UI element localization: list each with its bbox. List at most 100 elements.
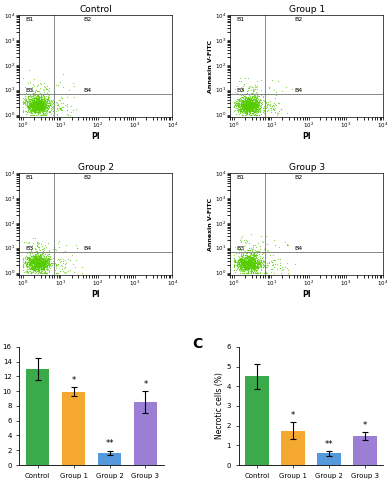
Point	[285, 268, 291, 276]
Text: B2: B2	[84, 17, 92, 22]
Point	[241, 102, 247, 110]
Point	[31, 104, 38, 112]
Point	[265, 84, 272, 92]
Point	[38, 98, 44, 106]
Point	[52, 266, 58, 274]
Point	[244, 94, 250, 102]
Point	[36, 242, 42, 250]
Point	[243, 98, 250, 106]
Point	[50, 258, 56, 266]
Point	[31, 96, 37, 104]
Point	[30, 96, 36, 104]
Point	[35, 106, 41, 114]
Point	[42, 101, 48, 109]
Point	[36, 258, 43, 266]
Point	[248, 258, 254, 266]
Point	[239, 108, 245, 116]
Point	[36, 100, 43, 108]
Point	[43, 100, 49, 108]
Point	[242, 263, 248, 271]
Point	[246, 264, 252, 272]
Point	[36, 262, 42, 270]
Point	[31, 91, 37, 99]
Point	[242, 260, 248, 268]
Point	[36, 264, 42, 272]
Point	[36, 254, 42, 262]
Point	[251, 249, 257, 257]
Point	[275, 99, 281, 107]
Point	[240, 263, 246, 271]
Point	[248, 258, 254, 266]
Point	[242, 252, 248, 260]
Point	[62, 268, 68, 276]
Point	[34, 104, 41, 112]
Point	[235, 108, 241, 116]
Point	[241, 260, 247, 268]
Point	[236, 259, 242, 267]
Point	[277, 254, 283, 262]
Point	[20, 74, 26, 82]
Point	[24, 96, 31, 104]
Point	[36, 104, 42, 112]
Point	[38, 254, 44, 262]
Point	[236, 110, 242, 118]
Point	[248, 102, 254, 110]
Point	[53, 98, 59, 106]
Point	[41, 262, 48, 270]
Point	[249, 103, 255, 111]
Point	[31, 100, 38, 108]
Point	[250, 250, 257, 258]
Point	[241, 258, 247, 266]
Point	[38, 99, 45, 107]
Point	[25, 254, 31, 262]
Point	[239, 252, 245, 260]
Point	[235, 106, 241, 114]
Point	[252, 106, 259, 114]
Point	[247, 262, 253, 270]
Point	[62, 246, 68, 254]
Point	[43, 102, 49, 110]
Point	[248, 102, 254, 110]
Point	[244, 253, 250, 261]
Point	[245, 94, 252, 102]
Point	[37, 261, 43, 269]
Point	[36, 94, 43, 102]
Point	[39, 258, 45, 266]
Point	[38, 260, 44, 268]
Point	[47, 100, 53, 108]
Point	[38, 250, 44, 258]
Point	[256, 260, 262, 268]
Point	[249, 256, 255, 264]
Point	[32, 94, 38, 102]
Point	[248, 95, 254, 103]
Point	[28, 101, 34, 109]
Point	[30, 257, 36, 265]
Point	[37, 96, 43, 104]
Point	[24, 264, 30, 272]
Point	[30, 100, 36, 108]
Point	[246, 261, 252, 269]
Point	[240, 262, 246, 270]
Point	[35, 108, 41, 116]
Point	[27, 101, 34, 109]
Point	[239, 257, 245, 265]
Point	[34, 258, 41, 266]
Point	[239, 104, 245, 112]
Point	[252, 102, 258, 110]
Point	[241, 262, 248, 270]
Point	[38, 97, 45, 105]
Point	[29, 257, 36, 265]
Point	[238, 105, 244, 113]
Point	[38, 262, 44, 270]
Point	[251, 250, 257, 258]
Point	[245, 268, 252, 276]
Point	[30, 100, 36, 108]
Point	[41, 257, 47, 265]
Point	[236, 265, 242, 273]
Point	[246, 264, 252, 272]
Point	[239, 96, 245, 104]
Point	[43, 98, 50, 106]
Title: Group 2: Group 2	[78, 163, 114, 172]
Point	[34, 104, 40, 112]
Point	[41, 110, 48, 118]
